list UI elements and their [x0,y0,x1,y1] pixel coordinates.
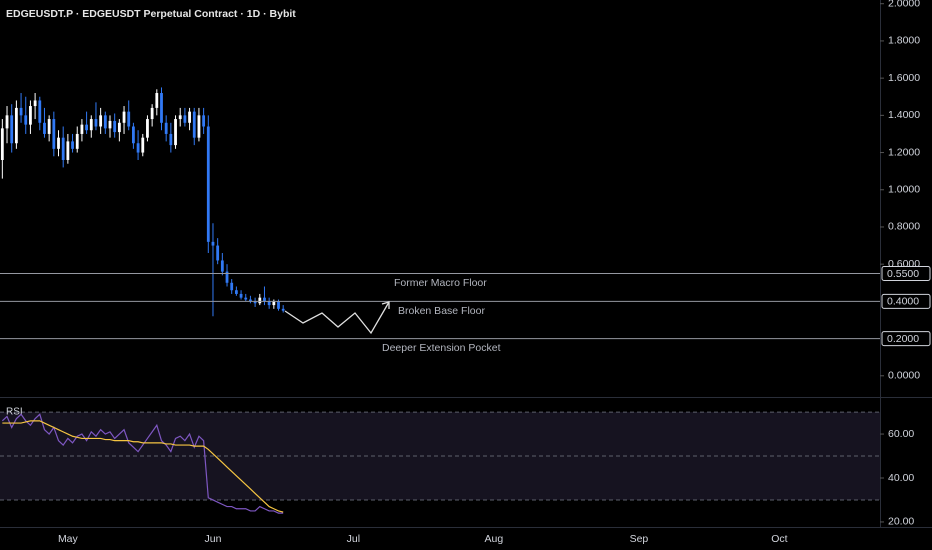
candle-body [216,245,220,261]
candle-body [108,120,112,129]
candle-body [178,115,182,120]
candle-body [234,290,238,294]
candle-body [202,115,206,127]
annotation: Broken Base Floor [398,305,485,317]
candle-body [281,308,285,311]
candle-body [150,107,154,120]
candle-body [19,107,23,116]
x-tick-label: Sep [630,533,649,545]
candle-body [267,301,271,306]
candle-body [89,119,93,131]
level-label: 0.2000 [887,333,919,345]
candle-body [43,122,46,134]
x-tick-label: Aug [484,533,503,545]
level-label-box [881,265,931,281]
candle-body [0,128,4,160]
candle-body [258,297,262,304]
candle-body [103,115,107,129]
y-tick-label: 1.4000 [888,109,920,121]
candle-body [188,111,191,123]
annotation: Former Macro Floor [394,277,487,289]
candle-body [57,137,60,149]
rsi-band [0,412,880,500]
level-label: 0.5500 [887,268,919,280]
y-tick-label: 1.2000 [888,146,920,158]
x-tick-label: Jun [205,533,222,545]
projection-arrow [381,301,390,309]
candle-body [75,133,79,149]
candle-body [71,141,74,149]
candle-body [99,115,103,127]
level-label: 0.4000 [887,296,919,308]
x-tick-label: May [58,533,79,545]
y-tick-label: 0.0000 [888,370,920,382]
y-tick-label: 1.8000 [888,35,920,47]
candle-body [122,111,126,123]
candle-body [132,126,135,144]
candle-body [47,119,51,134]
candle-body [127,111,131,127]
candle-body [244,297,248,300]
rsi-line [1,413,284,514]
candle-body [230,282,234,291]
candle-body [249,299,252,302]
y-tick-label: 20.00 [888,516,914,528]
level-label-box [881,293,931,309]
candle-body [277,301,280,309]
candle-body [117,122,121,133]
projection-path [284,301,390,335]
level-label-box [881,331,931,347]
candle-body [197,115,201,138]
candle-body [164,122,168,134]
candle-body [66,141,70,160]
y-tick-label: 1.0000 [888,184,920,196]
candle-body [14,107,18,144]
y-tick-label: 60.00 [888,428,914,440]
candle-body [160,93,163,123]
y-tick-label: 1.6000 [888,72,920,84]
candle-body [211,241,215,246]
candle-body [174,119,177,146]
candle-body [263,297,266,302]
x-tick-label: Oct [771,533,787,545]
candle-body [80,124,84,134]
candle-body [29,106,32,125]
candle-body [10,115,14,144]
y-tick-label: 40.00 [888,472,914,484]
candle-body [225,271,229,283]
candle-body [183,115,187,123]
rsi-line [2,420,284,513]
candle-body [33,100,37,107]
chart-title: EDGEUSDT.P · EDGEUSDT Perpetual Contract… [6,8,296,20]
candle-body [239,293,243,298]
candle-body [206,126,210,242]
candle-body [94,119,98,127]
candle-body [24,115,28,125]
candle-body [5,115,9,129]
candle-body [146,119,149,138]
candle-body [136,143,140,153]
candle-body [38,100,42,123]
y-tick-label: 2.0000 [888,0,920,10]
candle-body [61,137,65,160]
x-tick-label: Jul [347,533,360,545]
candle-body [141,137,145,153]
candle-body [220,260,224,272]
candle-body [192,111,196,138]
annotation: Deeper Extension Pocket [382,342,501,354]
candle-body [253,301,257,304]
candle-body [52,119,56,149]
candle-body [169,133,173,146]
candle-body [155,93,159,108]
rsi-label: RSI [6,407,23,418]
y-tick-label: 0.8000 [888,221,920,233]
candle-body [85,124,88,131]
candle-body [113,120,117,133]
candle-body [272,301,276,306]
